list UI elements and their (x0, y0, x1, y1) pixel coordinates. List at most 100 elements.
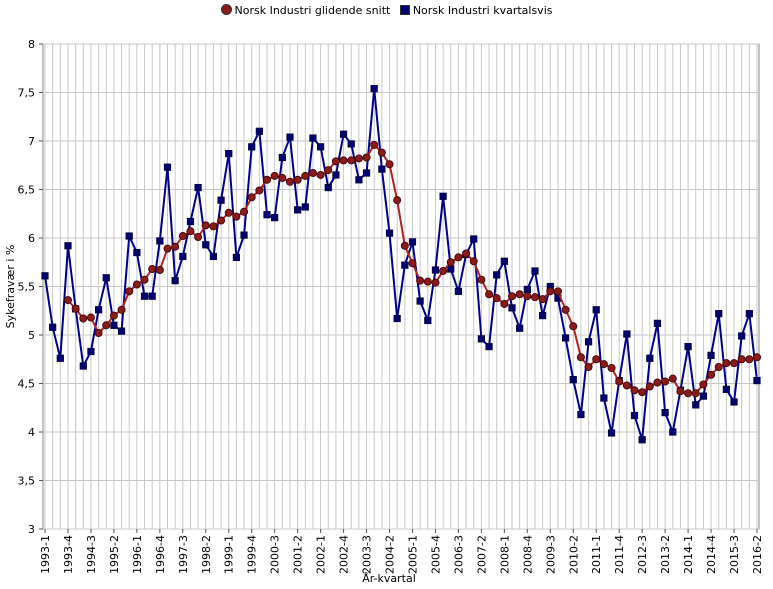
data-point-square (41, 272, 49, 280)
y-tick-label: 6,5 (18, 184, 36, 197)
x-tick-label: 2001-2 (292, 535, 305, 574)
data-point-circle (508, 292, 517, 301)
data-point-square (49, 323, 57, 331)
data-point-square (125, 232, 133, 240)
x-tick-label: 2002-1 (315, 535, 328, 574)
data-point-square (715, 310, 723, 318)
data-point-circle (377, 148, 386, 157)
data-point-square (240, 231, 248, 239)
legend-marker-circle (220, 4, 232, 15)
data-point-circle (745, 355, 754, 364)
data-point-square (209, 252, 218, 261)
data-point-square (64, 242, 72, 250)
data-point-circle (431, 278, 440, 287)
data-point-circle (362, 153, 371, 162)
data-point-circle (569, 322, 578, 331)
x-tick-label: 2015-3 (728, 535, 741, 574)
x-tick-label: 2007-2 (475, 535, 488, 574)
x-tick-label: 1996-1 (131, 535, 144, 574)
data-point-circle (232, 212, 241, 221)
data-point-circle (263, 175, 272, 184)
x-tick-label: 1996-4 (154, 535, 167, 574)
data-point-square (692, 401, 700, 409)
x-tick-label: 2011-1 (590, 535, 603, 574)
data-point-circle (132, 280, 141, 289)
x-tick-label: 2009-3 (544, 535, 557, 574)
x-tick-label: 2008-4 (521, 535, 534, 574)
x-tick-label: 1999-4 (246, 535, 259, 574)
data-point-circle (714, 363, 723, 372)
data-point-square (416, 297, 424, 305)
data-point-circle (691, 389, 700, 398)
data-point-square (722, 385, 730, 393)
y-tick-label: 5,5 (18, 281, 36, 294)
data-point-circle (615, 377, 624, 386)
x-tick-label: 2011-4 (613, 535, 626, 574)
data-point-circle (339, 156, 348, 165)
data-point-square (738, 332, 746, 340)
data-point-square (202, 241, 210, 249)
data-point-square (278, 153, 286, 162)
data-point-square (294, 206, 302, 214)
data-point-square (347, 140, 355, 148)
legend-item-moving-average[interactable]: Norsk Industri glidende snitt (220, 4, 390, 17)
data-point-square (286, 133, 294, 141)
x-tick-label: 2005-4 (429, 535, 442, 574)
data-point-square (56, 354, 64, 362)
data-point-circle (630, 386, 639, 395)
data-point-square (217, 196, 225, 204)
data-point-square (255, 127, 263, 135)
data-point-circle (393, 196, 402, 205)
data-point-square (431, 266, 440, 274)
data-point-square (607, 429, 616, 437)
data-point-square (156, 237, 164, 245)
data-point-square (569, 376, 577, 384)
data-point-circle (385, 160, 394, 169)
data-point-circle (125, 287, 134, 296)
data-point-square (539, 311, 547, 320)
data-point-square (485, 343, 493, 351)
data-point-square (355, 176, 363, 184)
data-point-circle (561, 305, 570, 314)
y-tick-label: 7 (28, 135, 35, 148)
data-point-circle (324, 166, 333, 175)
data-point-circle (530, 293, 539, 302)
data-point-circle (209, 222, 218, 231)
data-point-circle (63, 296, 72, 305)
data-point-circle (201, 221, 210, 230)
data-point-square (584, 338, 593, 346)
y-tick-label: 7,5 (18, 87, 36, 100)
data-point-circle (331, 157, 340, 166)
data-point-circle (661, 377, 670, 386)
data-point-circle (462, 249, 471, 258)
data-point-circle (293, 175, 302, 184)
data-point-square (753, 376, 761, 385)
legend-item-quarterly[interactable]: Norsk Industri kvartalsvis (399, 4, 552, 17)
data-point-square (378, 165, 386, 173)
data-point-circle (240, 207, 249, 216)
data-point-square (110, 321, 118, 329)
data-point-square (393, 314, 401, 323)
x-tick-label: 1994-3 (85, 535, 98, 574)
data-point-square (309, 134, 317, 142)
data-point-circle (707, 370, 716, 379)
x-tick-label: 2013-2 (659, 535, 672, 574)
x-tick-label: 2014-4 (705, 535, 718, 574)
data-point-circle (148, 265, 157, 274)
data-point-circle (477, 275, 486, 284)
data-point-square (493, 271, 501, 279)
data-point-square (577, 410, 585, 419)
data-point-square (531, 267, 539, 275)
x-tick-label: 1997-3 (177, 535, 190, 574)
x-tick-label: 1993-1 (39, 535, 52, 574)
data-point-square (87, 347, 95, 356)
y-tick-label: 4,5 (18, 378, 36, 391)
data-point-square (592, 306, 600, 314)
data-point-circle (576, 353, 585, 362)
data-point-square (699, 392, 708, 400)
data-point-circle (699, 380, 708, 389)
y-tick-label: 5 (28, 329, 35, 342)
data-point-square (102, 274, 110, 282)
data-point-square (332, 171, 340, 179)
